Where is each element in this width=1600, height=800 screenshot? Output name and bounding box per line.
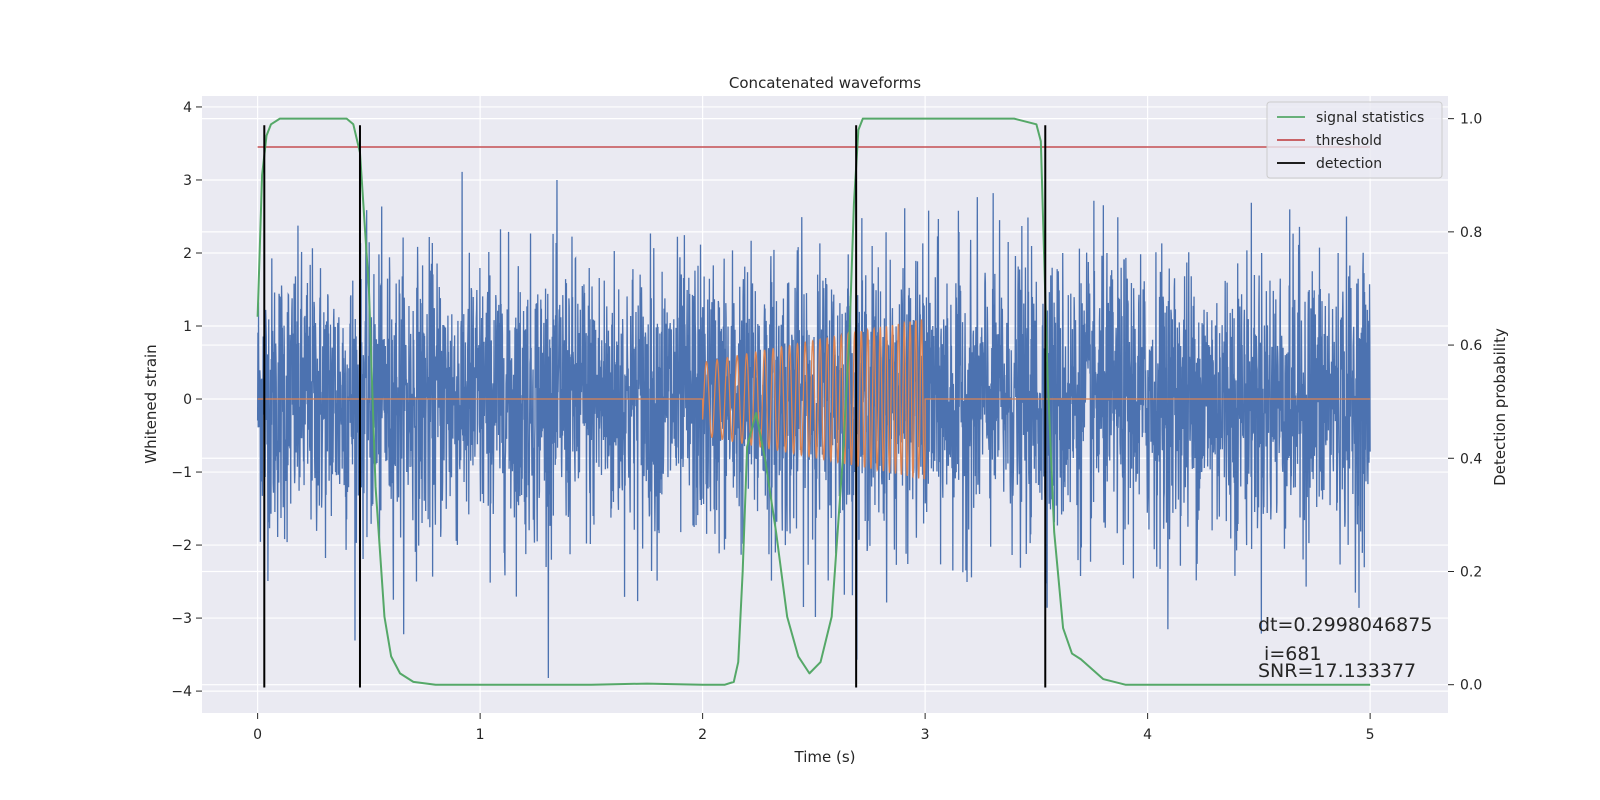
template-line [257, 319, 1371, 480]
right-tick-label-1: 0.2 [1460, 564, 1482, 580]
right-tick-label-4: 0.8 [1460, 225, 1482, 241]
left-tick-label-8: 4 [183, 100, 192, 116]
x-tick-label-5: 5 [1366, 727, 1375, 743]
x-tick-label-1: 1 [476, 727, 485, 743]
annotation-dt: dt=0.2998046875 [1258, 614, 1432, 636]
right-tick-label-3: 0.6 [1460, 338, 1482, 354]
template-series [257, 319, 1371, 480]
legend-box [1266, 101, 1443, 179]
left-tick-label-6: 2 [183, 246, 192, 262]
detection-series [263, 125, 1047, 688]
x-tick-label-4: 4 [1143, 727, 1152, 743]
annotation-snr: SNR=17.133377 [1258, 660, 1416, 682]
left-tick-label-2: −2 [171, 538, 192, 554]
left-tick-label-0: −4 [171, 684, 192, 700]
legend-label-detection: detection [1316, 156, 1382, 172]
left-axis-ticks: −4 −3 −2 −1 0 1 2 3 4 [171, 100, 202, 700]
left-tick-label-1: −3 [171, 611, 192, 627]
signal-statistics-line [256, 117, 1371, 686]
left-tick-label-3: −1 [171, 465, 192, 481]
x-tick-label-0: 0 [253, 727, 262, 743]
left-tick-label-7: 3 [183, 173, 192, 189]
legend-label-signal-statistics: signal statistics [1316, 110, 1424, 126]
chart-title: Concatenated waveforms [729, 74, 921, 92]
right-tick-label-2: 0.4 [1460, 451, 1482, 467]
left-tick-label-5: 1 [183, 319, 192, 335]
right-axis-ticks: 0.0 0.2 0.4 0.6 0.8 1.0 [1448, 112, 1482, 694]
y-axis-right-label: Detection probability [1491, 328, 1509, 486]
legend-label-threshold: threshold [1316, 133, 1382, 149]
y-axis-label: Whitened strain [142, 344, 160, 463]
x-tick-label-2: 2 [698, 727, 707, 743]
legend: signal statistics threshold detection [1266, 101, 1443, 179]
left-tick-label-4: 0 [183, 392, 192, 408]
signal-statistics-series [256, 117, 1371, 686]
x-axis-label: Time (s) [794, 748, 856, 766]
x-tick-label-3: 3 [921, 727, 930, 743]
annotation-index: i=681 [1258, 643, 1322, 665]
right-tick-label-0: 0.0 [1460, 678, 1482, 694]
x-axis-ticks: 0 1 2 3 4 5 [253, 713, 1375, 743]
right-tick-label-5: 1.0 [1460, 112, 1482, 128]
